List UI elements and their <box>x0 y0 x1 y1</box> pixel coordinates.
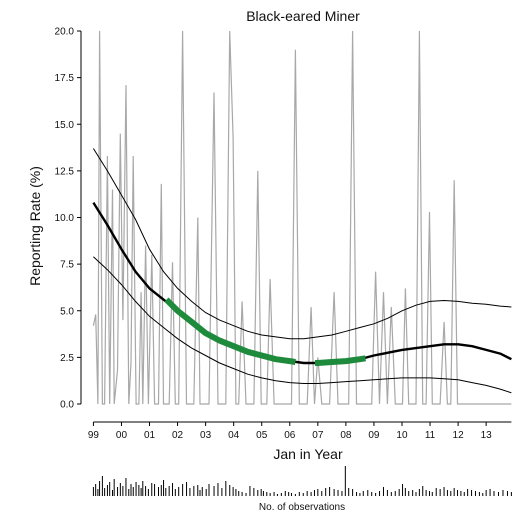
x-tick-label: 00 <box>116 430 128 441</box>
raw-series-layer <box>92 30 512 405</box>
y-tick-label: 2.5 <box>60 353 74 364</box>
y-tick-label: 5.0 <box>60 306 74 317</box>
observation-count-bars <box>92 466 512 496</box>
y-axis-label: Reporting Rate (%) <box>27 166 43 286</box>
y-tick-label: 12.5 <box>55 166 75 177</box>
y-tick-label: 7.5 <box>60 260 74 271</box>
x-tick-label: 12 <box>453 430 465 441</box>
x-tick-label: 09 <box>368 430 380 441</box>
x-tick-label: 13 <box>481 430 493 441</box>
ci-upper-line <box>92 148 512 340</box>
raw-reporting-rate-line <box>92 30 512 405</box>
x-axis-label: Jan in Year <box>273 446 343 462</box>
y-tick-label: 0.0 <box>60 400 74 411</box>
x-tick-label: 01 <box>144 430 156 441</box>
x-tick-label: 11 <box>425 430 436 441</box>
x-tick-label: 08 <box>340 430 352 441</box>
observations-label: No. of observations <box>259 502 345 513</box>
axes-layer: 0.0 2.5 5.0 7.5 10.0 12.5 15.0 17.5 20.0 99 00 01 02… <box>55 27 512 441</box>
highlight-segment <box>164 297 296 365</box>
chart-title: Black-eared Miner <box>246 8 360 24</box>
ci-lower-line <box>93 256 512 394</box>
highlight-segment <box>314 355 366 366</box>
y-tick-label: 15.0 <box>55 120 75 131</box>
x-tick-label: 03 <box>200 430 212 441</box>
x-tick-label: 99 <box>88 430 100 441</box>
trend-layer <box>92 201 512 365</box>
x-tick-label: 07 <box>312 430 324 441</box>
y-tick-label: 17.5 <box>55 73 75 84</box>
x-tick-label: 02 <box>172 430 184 441</box>
x-tick-label: 04 <box>228 430 240 441</box>
highlight-layer <box>164 297 366 366</box>
y-tick-label: 10.0 <box>55 213 75 224</box>
x-tick-label: 10 <box>396 430 408 441</box>
x-tick-label: 06 <box>284 430 296 441</box>
confidence-band-layer <box>92 148 512 394</box>
x-tick-label: 05 <box>256 430 268 441</box>
trend-line <box>92 201 512 365</box>
y-tick-label: 20.0 <box>55 27 75 38</box>
